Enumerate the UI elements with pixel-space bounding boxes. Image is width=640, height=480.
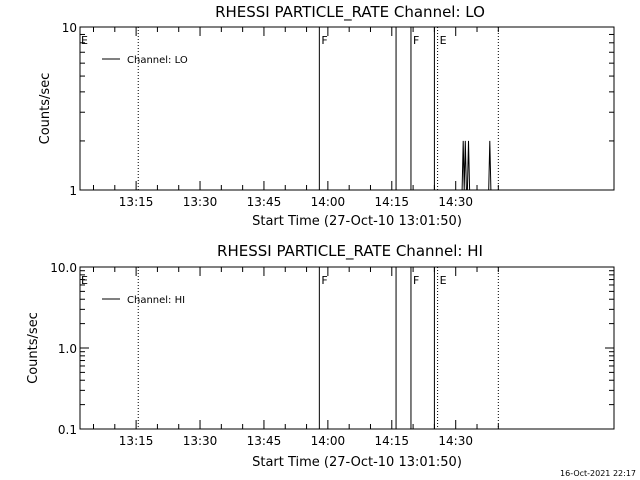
x-tick-label: 13:30 (183, 434, 218, 448)
y-tick-label: 10 (62, 21, 77, 35)
chart-title: RHESSI PARTICLE_RATE Channel: HI (217, 242, 483, 261)
y-tick-label: 10.0 (50, 261, 77, 275)
event-marker-label: F (321, 34, 327, 47)
x-tick-label: 14:00 (311, 434, 346, 448)
x-axis-label: Start Time (27-Oct-10 13:01:50) (252, 455, 462, 470)
panel-lo-channel: RHESSI PARTICLE_RATE Channel: LO 1 10 Count… (38, 3, 615, 229)
x-tick-label: 14:30 (438, 434, 473, 448)
chart-title: RHESSI PARTICLE_RATE Channel: LO (215, 3, 485, 22)
x-tick-label: 13:15 (119, 434, 154, 448)
x-tick-label: 14:00 (311, 195, 346, 209)
y-tick-label: 0.1 (58, 423, 77, 437)
x-tick-label: 13:45 (247, 195, 282, 209)
event-marker-label: F (413, 34, 419, 47)
generation-timestamp: 16-Oct-2021 22:17 (560, 469, 636, 478)
x-tick-label: 13:45 (247, 434, 282, 448)
x-tick-label: 14:15 (374, 195, 409, 209)
plot-frame (79, 26, 615, 191)
edge-marker-label: E (81, 34, 88, 47)
event-marker-label: E (440, 34, 447, 47)
x-tick-label: 13:30 (183, 195, 218, 209)
y-tick-label: 1 (69, 184, 77, 198)
y-axis-label: Counts/sec (38, 73, 53, 145)
x-tick-label: 14:15 (374, 434, 409, 448)
plot-frame (79, 266, 615, 430)
event-marker-label: E (440, 274, 447, 287)
x-tick-label: 14:30 (438, 195, 473, 209)
x-tick-label: 13:15 (119, 195, 154, 209)
event-marker-label: F (321, 274, 327, 287)
event-marker-label: F (413, 274, 419, 287)
panel-hi-channel: RHESSI PARTICLE_RATE Channel: HI 0.1 1.0 10… (26, 242, 615, 470)
legend-label: Channel: LO (127, 55, 188, 66)
y-axis-label: Counts/sec (26, 312, 41, 384)
series-line (461, 140, 492, 191)
y-tick-label: 1.0 (58, 342, 77, 356)
edge-marker-label: E (81, 274, 88, 287)
legend-label: Channel: HI (127, 295, 185, 306)
x-axis-label: Start Time (27-Oct-10 13:01:50) (252, 214, 462, 229)
